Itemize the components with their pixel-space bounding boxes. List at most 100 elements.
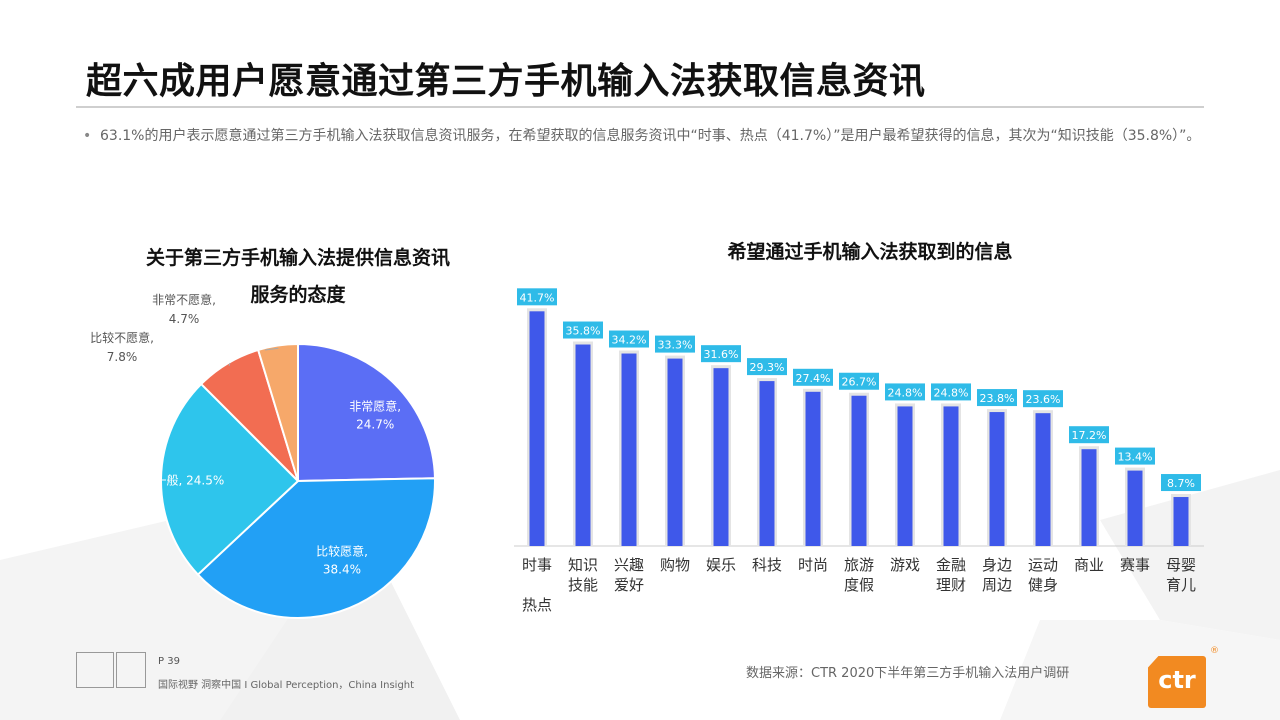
pie-slice-label: 比较不愿意,: [90, 330, 154, 345]
bar-value-box: [563, 321, 603, 339]
certification-badge: [76, 652, 114, 688]
bar-value-box: [1069, 426, 1109, 444]
bar: [1081, 449, 1097, 546]
data-source: 数据来源：CTR 2020下半年第三方手机输入法用户调研: [746, 666, 1070, 681]
bar-value-label: 29.3%: [750, 361, 785, 374]
bar-category-label: 购物: [660, 556, 690, 574]
bar-category-label: 理财: [936, 576, 966, 594]
bar-value-label: 24.8%: [934, 386, 969, 399]
pie-slice-value: 38.4%: [323, 563, 361, 577]
bar-category-label: 母婴: [1166, 556, 1196, 574]
bar: [1127, 470, 1143, 546]
bar-category-label: 金融: [936, 556, 966, 574]
bar-category-label: 爱好: [614, 576, 644, 594]
bar-value-box: [793, 368, 833, 386]
summary-text: 63.1%的用户表示愿意通过第三方手机输入法获取信息资讯服务，在希望获取的信息服…: [100, 128, 1201, 144]
pie-leader-line: [228, 362, 231, 366]
bar-value-box: [517, 288, 557, 306]
page-title: 超六成用户愿意通过第三方手机输入法获取信息资讯: [86, 61, 926, 102]
bar-value-label: 8.7%: [1167, 477, 1195, 490]
bar-chart-title: 希望通过手机输入法获取到的信息: [727, 241, 1013, 263]
bar-value-box: [977, 389, 1017, 407]
footer-tagline: 国际视野 洞察中国 I Global Perception，China Insi…: [158, 680, 415, 691]
bar: [989, 412, 1005, 546]
bar-category-label: 旅游: [844, 556, 874, 574]
bar-value-label: 35.8%: [566, 325, 601, 338]
bar-value-box: [747, 358, 787, 376]
pie-chart-title-line2: 服务的态度: [250, 284, 346, 306]
bar: [667, 358, 683, 546]
pie-slice-value: 24.7%: [356, 417, 394, 431]
bar-category-label: 娱乐: [706, 556, 736, 574]
bullet-icon: •: [83, 128, 92, 144]
bar-value-box: [1115, 447, 1155, 465]
bar-category-label: 科技: [752, 556, 782, 574]
pie-slice: [256, 342, 299, 482]
pie-slice-value: 4.7%: [169, 312, 200, 326]
bar-value-label: 27.4%: [796, 372, 831, 385]
bar-value-box: [1023, 390, 1063, 408]
bar-category-label: 度假: [844, 576, 874, 594]
accreditation-badge: [116, 652, 146, 688]
bar: [621, 353, 637, 546]
bar-value-box: [839, 372, 879, 390]
bar-value-label: 34.2%: [612, 334, 647, 347]
bar-category-label: 商业: [1074, 556, 1104, 574]
logo-text: ctr: [1158, 666, 1196, 694]
bar-value-box: [701, 345, 741, 363]
bar: [897, 406, 913, 546]
bar-value-box: [931, 383, 971, 401]
pie-slice: [160, 382, 300, 576]
bar-value-label: 17.2%: [1072, 429, 1107, 442]
bar-category-label: 热点: [522, 596, 552, 614]
bar-category-label: 游戏: [890, 556, 920, 574]
bar: [851, 395, 867, 546]
bar-value-label: 23.8%: [980, 392, 1015, 405]
bar: [1173, 497, 1189, 546]
bar-value-label: 23.6%: [1026, 393, 1061, 406]
bar-value-box: [609, 330, 649, 348]
bar-category-label: 身边: [982, 556, 1012, 574]
bar-category-label: 周边: [982, 576, 1012, 594]
ctr-logo: ctr: [1148, 656, 1206, 708]
bar-value-box: [1161, 474, 1201, 492]
pie-chart-title-line1: 关于第三方手机输入法提供信息资讯: [145, 247, 450, 269]
pie-slice-value: 7.8%: [107, 350, 138, 364]
bar: [529, 311, 545, 546]
bar-value-label: 24.8%: [888, 386, 923, 399]
bar: [759, 381, 775, 546]
pie-slice-label: 非常愿意,: [349, 398, 401, 413]
page-number: P 39: [158, 656, 180, 667]
bar: [575, 344, 591, 546]
bar: [943, 406, 959, 546]
bar-category-label: 时事: [522, 556, 552, 574]
bar-value-label: 13.4%: [1118, 451, 1153, 464]
bar-category-label: 时尚: [798, 556, 828, 574]
bar: [805, 391, 821, 546]
bar-value-box: [655, 335, 695, 353]
bar-category-label: 赛事: [1120, 556, 1150, 574]
pie-slice-label: 比较愿意,: [316, 544, 368, 559]
bar-value-label: 41.7%: [520, 291, 555, 304]
bar-category-label: 育儿: [1166, 576, 1196, 594]
pie-slice: [196, 477, 436, 619]
bar: [1035, 413, 1051, 546]
bar-value-label: 31.6%: [704, 348, 739, 361]
pie-leader-line: [264, 347, 279, 351]
pie-slice: [297, 342, 436, 483]
bar-category-label: 知识: [568, 556, 598, 574]
bar-category-label: 技能: [568, 576, 598, 594]
bar-value-label: 26.7%: [842, 376, 877, 389]
bar-value-label: 33.3%: [658, 339, 693, 352]
pie-chart-title: 关于第三方手机输入法提供信息资讯 服务的态度: [110, 240, 486, 314]
pie-chart: 非常愿意, 24.7% 比较愿意, 38.4% 一般, 24.5% 比较不愿意, 7.8% 非…: [90, 292, 436, 619]
bar-category-label: 运动: [1028, 556, 1058, 574]
bar: [713, 368, 729, 546]
bar-category-label: 健身: [1028, 576, 1058, 594]
bar-category-label: 兴趣: [614, 556, 644, 574]
pie-slice-label: 一般, 24.5%: [154, 472, 224, 487]
title-divider: [76, 106, 1204, 108]
bar-value-box: [885, 383, 925, 401]
pie-slice-label: 非常不愿意,: [152, 292, 216, 307]
